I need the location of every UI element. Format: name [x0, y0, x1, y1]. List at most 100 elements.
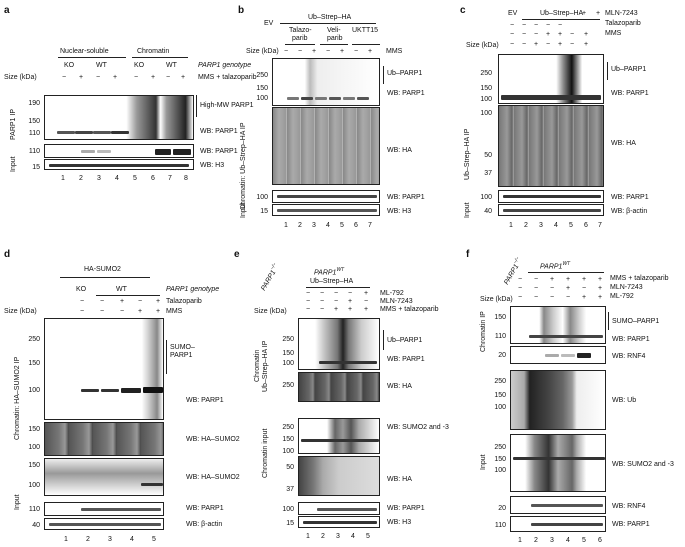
sign: −: [320, 306, 325, 313]
sign: +: [340, 48, 345, 55]
lane-number: 7: [168, 175, 172, 182]
sign: −: [546, 41, 551, 48]
input-label: Input: [480, 454, 487, 470]
sign: +: [584, 41, 589, 48]
sign: −: [100, 298, 105, 305]
sign: +: [596, 10, 601, 17]
panel-label: c: [460, 5, 466, 16]
lane-number: 1: [284, 222, 288, 229]
sign: −: [306, 290, 311, 297]
ip-label: Chromatin: HA–SUMO2 IP: [14, 356, 21, 440]
size-marker: 15: [286, 520, 294, 527]
blot-input-rnf4: [510, 496, 606, 514]
sign: −: [522, 22, 527, 29]
lane-number: 1: [306, 533, 310, 540]
blot-ip: [44, 95, 194, 140]
size-marker: 100: [282, 448, 294, 455]
lane-number: 2: [321, 533, 325, 540]
construct-label: Ub–Strep–HA: [540, 10, 584, 17]
drug-label: Veli-: [327, 27, 341, 34]
size-marker: 150: [494, 314, 506, 321]
row-label: MMS: [386, 48, 403, 55]
sign: −: [80, 308, 85, 315]
input-label: Input: [14, 494, 21, 510]
sign: −: [354, 48, 359, 55]
row-label: ML-792: [380, 290, 404, 297]
annotation: WB: HA: [611, 140, 636, 147]
lane-number: 5: [582, 537, 586, 544]
annotation: WB: RNF4: [612, 503, 646, 510]
size-label: Size (kDa): [246, 48, 279, 55]
lane-number: 6: [151, 175, 155, 182]
lane-number: 2: [298, 222, 302, 229]
sign: +: [558, 41, 563, 48]
sign: −: [518, 285, 523, 292]
annotation: WB: SUMO2 and -3: [387, 424, 449, 431]
size-label: Size (kDa): [254, 308, 287, 315]
annotation: WB: HA–SUMO2: [186, 436, 240, 443]
sign: −: [100, 308, 105, 315]
sign: +: [582, 276, 587, 283]
construct-label: Ub–Strep–HA: [310, 278, 354, 285]
annotation: WB: HA–SUMO2: [186, 474, 240, 481]
lane-number: 3: [97, 175, 101, 182]
size-marker: 100: [28, 444, 40, 451]
lane-number: 4: [566, 537, 570, 544]
blot-ip-ha: [272, 107, 380, 185]
row-label: MLN-7243: [605, 10, 638, 17]
annotation: WB: PARP1: [612, 336, 650, 343]
sign: +: [312, 48, 317, 55]
sign: −: [510, 41, 515, 48]
genotype: KO: [134, 62, 145, 69]
panel-label: b: [238, 5, 245, 16]
lane-number: 5: [366, 533, 370, 540]
input-label: Chromatin input: [262, 428, 269, 478]
lane-number: 7: [368, 222, 372, 229]
size-marker: 50: [286, 464, 294, 471]
sign: +: [534, 41, 539, 48]
sign: −: [364, 298, 369, 305]
sign: −: [284, 48, 289, 55]
sign: +: [598, 294, 603, 301]
size-marker: 20: [498, 352, 506, 359]
sign: −: [138, 298, 143, 305]
sign: +: [113, 74, 118, 81]
row-label: PARP1 genotype: [198, 62, 252, 69]
annotation: WB: PARP1: [611, 194, 649, 201]
sign: +: [348, 306, 353, 313]
input-label: Input: [464, 202, 471, 218]
blot-input-parp1: [44, 144, 194, 158]
annotation: High-MW PARP1: [200, 102, 254, 109]
size-marker: 100: [480, 110, 492, 117]
size-marker: 100: [494, 404, 506, 411]
drug-label: parib: [327, 35, 343, 42]
input-label: Input: [240, 202, 247, 218]
lane-number: 4: [115, 175, 119, 182]
genotype: KO: [64, 62, 75, 69]
lane-number: 2: [534, 537, 538, 544]
size-marker: 100: [282, 506, 294, 513]
annotation: PARP1: [170, 352, 193, 359]
lane-number: 5: [569, 222, 573, 229]
blot-ip-ha: [298, 372, 380, 402]
sign: −: [546, 22, 551, 29]
row-label: MMS + talazoparib: [198, 74, 257, 81]
panel-label: d: [4, 249, 11, 260]
sign: −: [534, 276, 539, 283]
sign: +: [156, 298, 161, 305]
row-label: MMS: [605, 30, 622, 37]
sign: +: [558, 31, 563, 38]
sign: −: [550, 285, 555, 292]
annotation: Ub–PARP1: [387, 337, 423, 344]
annotation: Ub–PARP1: [387, 70, 423, 77]
size-label: Size (kDa): [4, 308, 37, 315]
annotation: SUMO–PARP1: [612, 318, 660, 325]
construct-label: Ub–Strep–HA: [308, 14, 352, 21]
blot-input-parp1: [498, 190, 604, 203]
size-marker: 37: [484, 170, 492, 177]
sign: −: [320, 298, 325, 305]
sign: +: [120, 298, 125, 305]
sign: +: [546, 31, 551, 38]
sign: −: [522, 31, 527, 38]
sign: −: [120, 308, 125, 315]
